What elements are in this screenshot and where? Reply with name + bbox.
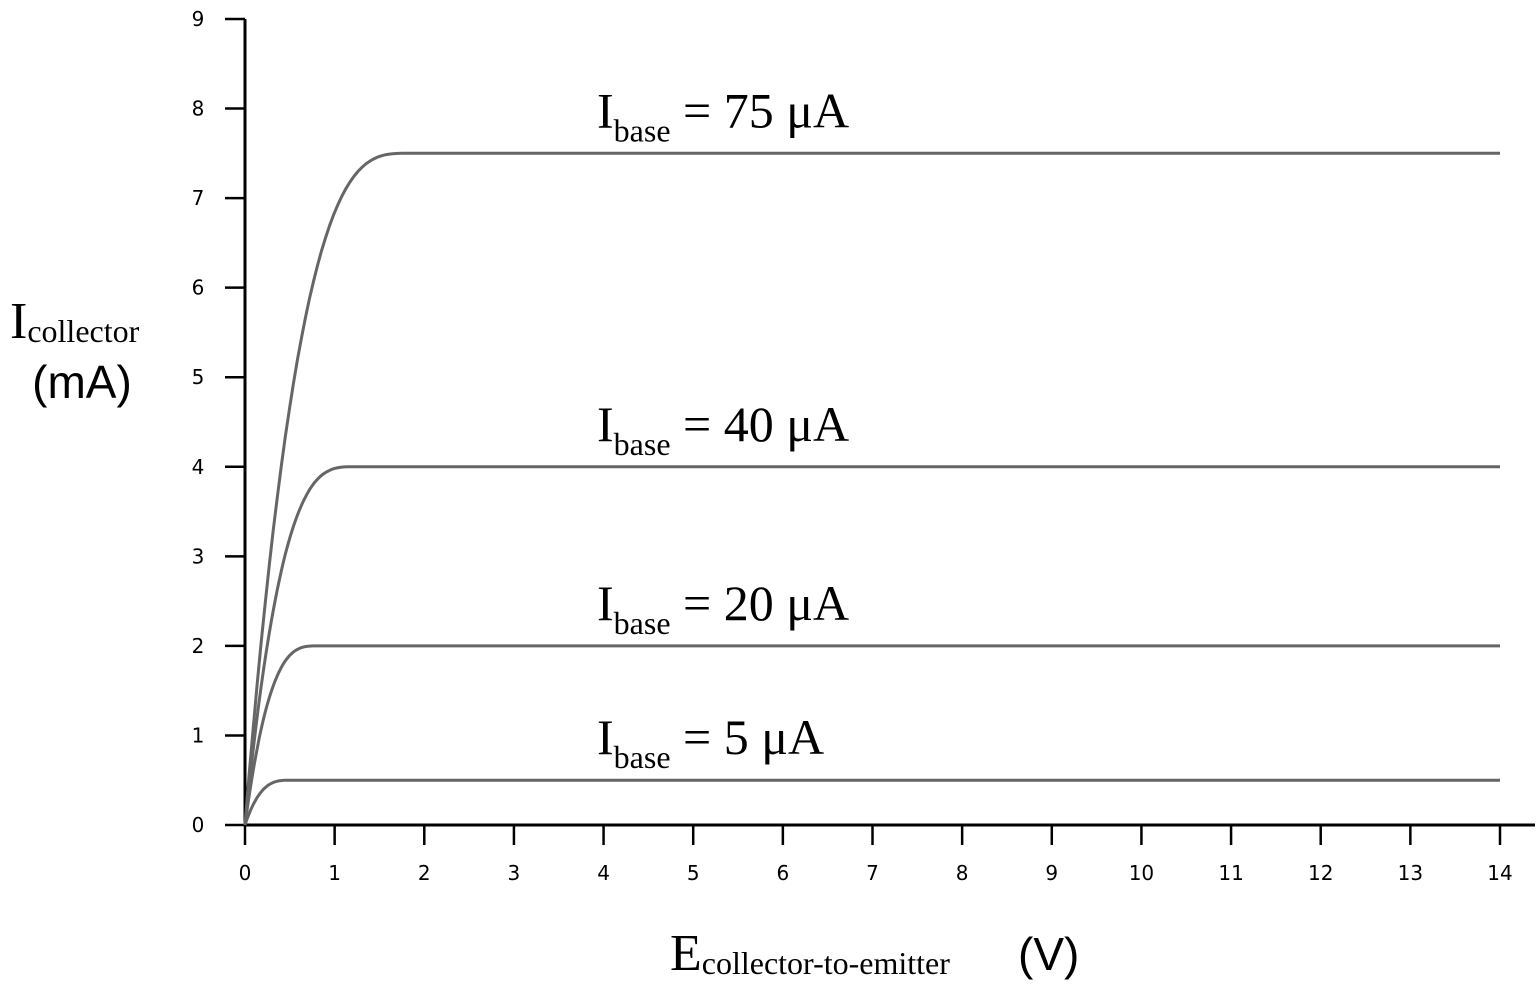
y-tick-label: 4 [192,455,205,479]
series-line [243,151,1500,826]
y-axis-label-main: I [10,293,27,350]
x-tick-label: 13 [1398,861,1423,885]
y-tick-label: 6 [192,276,205,300]
series-label: Ibase = 20 μA [597,575,849,641]
series-label: Ibase = 40 μA [597,396,849,462]
x-tick-label: 9 [1045,861,1058,885]
y-tick-label: 0 [192,813,205,837]
x-tick-label: 8 [956,861,969,885]
x-axis-label-main: E [670,925,702,982]
x-tick-label: 14 [1487,861,1512,885]
series-label: Ibase = 5 μA [597,709,824,775]
series-line [243,644,1500,826]
x-tick-label: 3 [508,861,521,885]
x-axis-label: Ecollector-to-emitter [670,925,950,982]
y-axis-unit: (mA) [32,356,132,408]
y-tick-label: 1 [192,723,205,747]
y-tick-label: 2 [192,634,205,658]
y-tick-label: 9 [192,7,205,31]
x-tick-label: 10 [1129,861,1154,885]
x-tick-label: 7 [866,861,879,885]
x-axis-unit: (V) [1018,928,1079,980]
y-tick-label: 7 [192,186,205,210]
curves [243,151,1500,826]
y-tick-label: 5 [192,365,205,389]
x-axis-label-sub: collector-to-emitter [702,945,950,981]
x-tick-label: 0 [239,861,252,885]
series-line [243,465,1500,826]
x-tick-label: 1 [328,861,341,885]
y-tick-label: 3 [192,544,205,568]
y-axis-label: Icollector [10,293,140,350]
x-tick-label: 4 [597,861,610,885]
x-tick-label: 6 [776,861,789,885]
x-tick-label: 5 [687,861,700,885]
y-axis-label-sub: collector [27,313,139,349]
series-line [243,778,1500,826]
x-tick-label: 11 [1218,861,1243,885]
series-labels: Ibase = 5 μA Ibase = 20 μA Ibase = 40 μA Ib… [597,82,849,775]
y-tick-label: 8 [192,97,205,121]
series-label: Ibase = 75 μA [597,82,849,148]
x-tick-label: 2 [418,861,431,885]
x-tick-label: 12 [1308,861,1333,885]
